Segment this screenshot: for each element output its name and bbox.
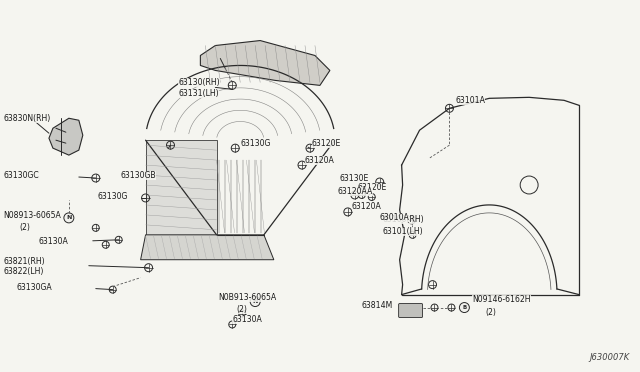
Text: 63010A: 63010A [380,214,410,222]
Polygon shape [141,235,274,260]
Text: 63120AA: 63120AA [338,187,373,196]
Polygon shape [200,41,330,86]
Text: 63130E: 63130E [340,173,369,183]
Text: N08913-6065A: N08913-6065A [3,211,61,220]
Text: B: B [462,305,467,310]
Text: 63130GA: 63130GA [16,283,52,292]
Text: (2): (2) [485,308,496,317]
Text: 63130A: 63130A [39,237,68,246]
Text: 63130A: 63130A [232,315,262,324]
Text: J630007K: J630007K [589,353,629,362]
Text: (2): (2) [236,305,247,314]
Text: N09146-6162H: N09146-6162H [472,295,531,304]
Text: 63101A: 63101A [456,96,485,105]
Text: 63830N(RH): 63830N(RH) [3,114,51,123]
Text: 63120E: 63120E [312,139,341,148]
FancyBboxPatch shape [399,304,422,318]
Polygon shape [49,118,83,155]
Text: 63101(LH): 63101(LH) [383,227,423,236]
Polygon shape [145,140,216,235]
Text: 63131(LH): 63131(LH) [179,89,219,98]
Text: 63130GB: 63130GB [121,170,156,180]
Circle shape [460,302,469,312]
Text: 63120E: 63120E [358,183,387,192]
Circle shape [250,296,260,307]
Text: N0B913-6065A: N0B913-6065A [218,293,276,302]
Text: 63130G: 63130G [98,192,128,202]
Text: 63130G: 63130G [240,139,271,148]
Text: 63814M: 63814M [362,301,393,310]
Text: 63100(RH): 63100(RH) [383,215,424,224]
Circle shape [64,213,74,223]
Text: 63130GC: 63130GC [3,170,39,180]
Text: 63120A: 63120A [305,155,335,164]
Text: 63120A: 63120A [352,202,381,211]
Text: N: N [253,299,258,304]
Text: N: N [66,215,72,220]
Text: 63130(RH): 63130(RH) [179,78,220,87]
Text: 63822(LH): 63822(LH) [3,267,44,276]
Text: (2): (2) [19,223,30,232]
Text: 63821(RH): 63821(RH) [3,257,45,266]
